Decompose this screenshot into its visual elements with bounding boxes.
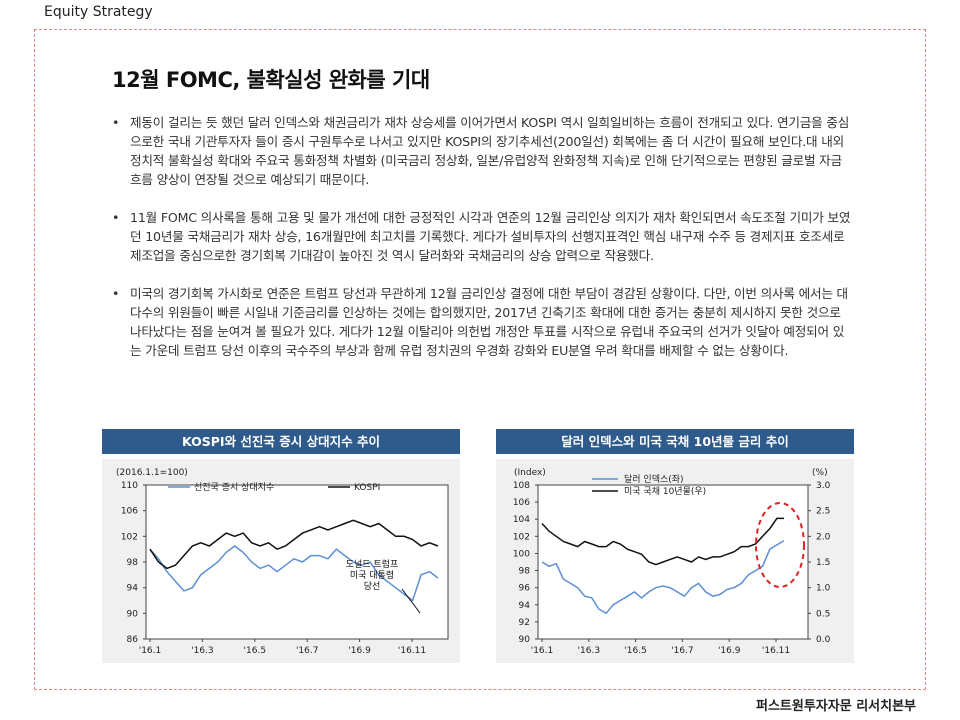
annotation-text: 미국 대통령 (350, 569, 394, 581)
y-tick-label: 86 (127, 635, 139, 645)
x-tick-label: '16.9 (718, 646, 741, 656)
bullet-dot-icon: • (112, 286, 120, 301)
y-tick-label: 106 (513, 498, 530, 508)
y-tick-label: 94 (519, 601, 531, 611)
y-tick-label: 0.5 (816, 609, 830, 619)
kospi-chart-svg: 86 90 94 98 102 106 110 '16.1 '16.3 '16.5 '16.7 '16… (116, 468, 449, 656)
y-tick-label: 98 (127, 558, 139, 568)
bullet-item: • 제동이 걸리는 듯 했던 달러 인덱스와 채권금리가 재차 상승세를 이어가면… (108, 113, 853, 189)
bullet-list: • 제동이 걸리는 듯 했던 달러 인덱스와 채권금리가 재차 상승세를 이어가면… (108, 113, 853, 379)
series-line (541, 517, 784, 566)
bullet-dot-icon: • (112, 115, 120, 130)
y-tick-label: 96 (519, 584, 531, 594)
highlight-ellipse (755, 502, 805, 588)
y-tick-label: 3.0 (816, 481, 831, 491)
dollar-chart-svg: 90 92 94 96 98 100 102 104 106 108 0.0 0.5 1.0 1.5 2.0… (513, 468, 831, 656)
chart-body: 90 92 94 96 98 100 102 104 106 108 0.0 0.5 1.0 1.5 2.0… (496, 459, 854, 663)
bullet-item: • 11월 FOMC 의사록을 통해 고용 및 물가 개선에 대한 긍정적인 시각… (108, 208, 853, 265)
y-tick-label: 92 (519, 618, 530, 628)
y-tick-label: 98 (519, 567, 531, 577)
x-tick-label: '16.5 (244, 646, 267, 656)
section-label: Equity Strategy (44, 4, 153, 20)
y-tick-label: 90 (127, 609, 139, 619)
chart-body: 86 90 94 98 102 106 110 '16.1 '16.3 '16.5 '16.7 '16… (102, 459, 460, 663)
y-tick-label: 0.0 (816, 635, 831, 645)
x-tick-label: '16.7 (296, 646, 319, 656)
x-tick-label: '16.3 (578, 646, 601, 656)
legend-label: KOSPI (354, 483, 380, 493)
y-tick-label: 2.5 (816, 507, 830, 517)
y-axis-label: (%) (812, 468, 828, 478)
y-tick-label: 106 (121, 507, 138, 517)
chart-note: (2016.1.1=100) (116, 468, 188, 478)
series-line (541, 539, 785, 615)
x-tick-label: '16.9 (348, 646, 371, 656)
y-tick-label: 90 (519, 635, 531, 645)
page-title: 12월 FOMC, 불확실성 완화를 기대 (112, 68, 430, 92)
y-tick-label: 94 (127, 584, 139, 594)
bullet-text: 11월 FOMC 의사록을 통해 고용 및 물가 개선에 대한 긍정적인 시각과… (130, 210, 851, 263)
y-tick-label: 100 (513, 549, 530, 559)
footer-brand: 퍼스트원투자자문 리서치본부 (755, 699, 916, 714)
bullet-text: 제동이 걸리는 듯 했던 달러 인덱스와 채권금리가 재차 상승세를 이어가면서… (130, 115, 850, 187)
chart-title: KOSPI와 선진국 증시 상대지수 추이 (102, 429, 460, 454)
x-tick-label: '16.1 (531, 646, 554, 656)
bullet-item: • 미국의 경기회복 가시화로 연준은 트럼프 당선과 무관하게 12월 금리인상… (108, 284, 853, 360)
series-line (149, 519, 439, 570)
legend-label: 달러 인덱스(좌) (624, 473, 684, 485)
y-tick-label: 102 (513, 532, 530, 542)
y-tick-label: 2.0 (816, 532, 831, 542)
x-tick-label: '16.1 (139, 646, 162, 656)
x-tick-label: '16.5 (624, 646, 647, 656)
x-tick-label: '16.3 (191, 646, 214, 656)
y-tick-label: 110 (121, 481, 138, 491)
x-tick-label: '16.11 (762, 646, 790, 656)
legend-label: 미국 국채 10년물(우) (624, 486, 706, 497)
x-tick-label: '16.11 (398, 646, 426, 656)
annotation-text: 도널드 트럼프 (346, 558, 399, 570)
annotation-arrow (401, 588, 421, 614)
bullet-text: 미국의 경기회복 가시화로 연준은 트럼프 당선과 무관하게 12월 금리인상 … (130, 286, 848, 358)
y-tick-label: 104 (513, 515, 530, 525)
dollar-chart-panel: 달러 인덱스와 미국 국채 10년물 금리 추이 90 92 94 96 98 100 10… (496, 429, 854, 663)
chart-title: 달러 인덱스와 미국 국채 10년물 금리 추이 (496, 429, 854, 454)
legend-label: 선진국 증시 상대지수 (194, 482, 274, 493)
annotation-text: 당선 (364, 581, 381, 592)
kospi-chart-panel: KOSPI와 선진국 증시 상대지수 추이 86 90 94 98 102 106 110 '… (102, 429, 460, 663)
y-tick-label: 1.0 (816, 584, 831, 594)
bullet-dot-icon: • (112, 210, 120, 225)
y-axis-label: (Index) (514, 468, 546, 478)
series-line (149, 545, 439, 602)
content-frame (34, 29, 926, 690)
y-tick-label: 108 (513, 481, 530, 491)
plot-area (145, 484, 449, 640)
y-tick-label: 1.5 (816, 558, 830, 568)
y-tick-label: 102 (121, 532, 138, 542)
x-tick-label: '16.7 (671, 646, 694, 656)
